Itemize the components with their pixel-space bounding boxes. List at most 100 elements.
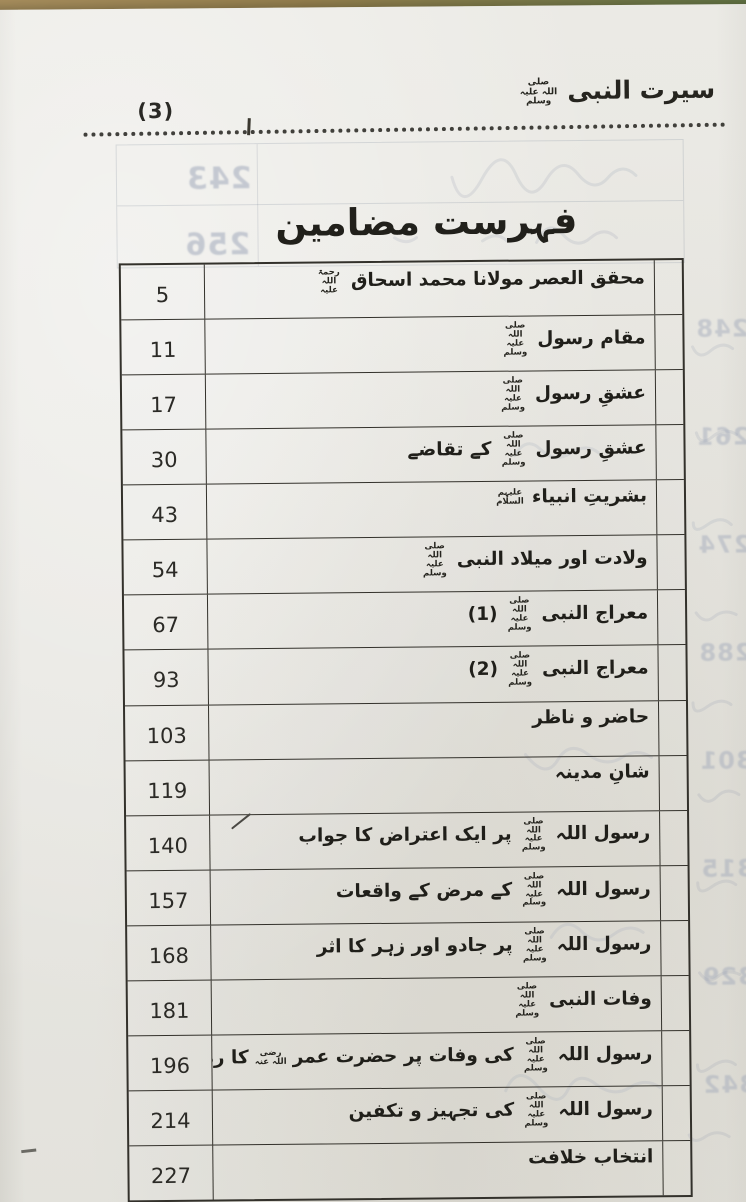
toc-edge-cell [663, 1086, 691, 1140]
title-text: کے مرض کے واقعات [335, 879, 513, 902]
toc-edge-cell [662, 976, 690, 1030]
honorific-ligature: صلی اللہ علیہ وسلم [508, 650, 533, 688]
toc-page-number: 43 [122, 484, 208, 540]
toc-edge-cell [658, 590, 686, 644]
honorific-ligature: صلی اللہ علیہ وسلم [522, 926, 547, 964]
toc-entry-title: وفات النبی صلی اللہ علیہ وسلم [211, 976, 663, 1035]
honorific-ligature: رحمۃ اللہ علیہ [317, 267, 340, 296]
toc-edge-cell [659, 756, 687, 810]
toc-edge-cell [655, 315, 683, 369]
toc-edge-cell [661, 866, 689, 920]
bleedthrough-margin-number: 315 [700, 854, 746, 883]
toc-entry-title: رسول اللہ صلی اللہ علیہ وسلم کی وفات پر حض… [212, 1031, 663, 1090]
honorific-ligature: صلی اللہ علیہ وسلم [515, 981, 540, 1019]
title-text: ولادت اور میلاد النبی [456, 547, 648, 571]
toc-page-number: 54 [123, 539, 208, 595]
toc-edge-cell [662, 1031, 690, 1085]
title-text: پر جادو اور زہر کا اثر [316, 934, 513, 958]
toc-row: 67 معراج النبی صلی اللہ علیہ وسلم (1) [123, 590, 686, 651]
bleedthrough-margin-numbers [0, 0, 740, 4]
honorific-ligature: صلی اللہ علیہ وسلم [523, 1036, 548, 1074]
toc-page-number: 214 [128, 1090, 214, 1146]
bleedthrough-margin-number: 329 [701, 962, 746, 991]
toc-edge-cell [656, 370, 684, 424]
title-text: (2) [468, 659, 499, 681]
honorific-ligature: صلی اللہ علیہ وسلم [501, 430, 526, 468]
toc-edge-cell [656, 425, 684, 479]
toc-row: 11 مقام رسول صلی اللہ علیہ وسلم [121, 315, 683, 376]
honorific-ligature: صلی اللہ علیہ وسلم [519, 77, 558, 107]
title-text: عشقِ رسول [534, 382, 647, 405]
toc-entry-title: رسول اللہ صلی اللہ علیہ وسلم کے مرض کے واق… [210, 865, 662, 925]
toc-row: 140 رسول اللہ صلی اللہ علیہ وسلم پر ایک اعت… [126, 810, 688, 872]
toc-entry-title: رسول اللہ صلی اللہ علیہ وسلم کی تجہیز و تک… [212, 1086, 664, 1145]
toc-edge-cell [657, 480, 685, 534]
honorific-ligature: علیہم السلام [496, 487, 524, 508]
toc-row: 196 رسول اللہ صلی اللہ علیہ وسلم کی وفات پر… [128, 1030, 690, 1092]
toc-page-number: 196 [128, 1035, 213, 1091]
toc-entry-title: عشقِ رسول صلی اللہ علیہ وسلم کے تقاضے [206, 425, 657, 484]
toc-page-number: 5 [120, 264, 206, 320]
toc-page-number: 17 [121, 374, 207, 430]
title-text: رسول اللہ [556, 932, 652, 955]
title-text: کی تجہیز و تکفین [348, 1099, 515, 1123]
title-text: معراج النبی [541, 602, 649, 625]
toc-page-number: 30 [122, 429, 207, 485]
toc-page-number: 227 [129, 1145, 214, 1201]
toc-page-number: 11 [121, 319, 206, 375]
honorific-ligature: صلی اللہ علیہ وسلم [524, 1091, 549, 1129]
toc-page-number: 157 [126, 870, 212, 926]
toc-entry-title: شانِ مدینہ [209, 755, 661, 815]
title-text: کے تقاضے [407, 438, 492, 461]
honorific-ligature: صلی اللہ علیہ وسلم [503, 320, 528, 358]
toc-row: 54 ولادت اور میلاد النبی صلی اللہ علیہ وسل… [123, 535, 685, 596]
toc-page-number: 93 [124, 650, 209, 705]
toc-entry-title: انتخاب خلافت [213, 1141, 664, 1200]
title-text: رسول اللہ [557, 1043, 653, 1065]
toc-row: 181 وفات النبی صلی اللہ علیہ وسلم [127, 975, 690, 1037]
title-text: شانِ مدینہ [554, 760, 650, 783]
title-text: رسول اللہ [555, 822, 651, 845]
bleedthrough-numbers [0, 0, 740, 4]
bleedthrough-margin-number: 261 [696, 422, 746, 451]
honorific-ligature: صلی اللہ علیہ وسلم [422, 541, 447, 579]
toc-edge-cell [663, 1141, 691, 1195]
toc-entry-title: رسول اللہ صلی اللہ علیہ وسلم پر ایک اعتراض… [210, 810, 661, 870]
toc-edge-cell [659, 701, 687, 755]
honorific-ligature: رضی اللہ عنہ [254, 1047, 287, 1067]
bleedthrough-margin-number: 288 [698, 638, 746, 667]
honorific-ligature: صلی اللہ علیہ وسلم [507, 595, 532, 633]
toc-page-number: 168 [127, 925, 212, 981]
bleedthrough-margin-number: 342 [702, 1070, 746, 1099]
title-text: کی وفات پر حضرت عمر [292, 1044, 514, 1068]
toc-row: 119 شانِ مدینہ [125, 755, 688, 817]
dotted-separator [83, 122, 726, 137]
toc-entry-title: رسول اللہ صلی اللہ علیہ وسلم پر جادو اور ز… [211, 920, 662, 980]
honorific-ligature: صلی اللہ علیہ وسلم [522, 871, 547, 909]
title-text: عشقِ رسول [535, 437, 647, 460]
title-text: کا ردِ عمل [212, 1046, 249, 1069]
section-title: فہرست مضامین [275, 199, 578, 245]
toc-table: 5 محقق العصر مولانا محمد اسحاق رحمۃ اللہ ع… [118, 258, 693, 1202]
book-title-text: سیرت النبی [567, 74, 716, 106]
title-text: معراج النبی [541, 657, 649, 680]
edge-pen-dash [21, 1148, 37, 1154]
bleedthrough-margin-number: 248 [695, 314, 746, 343]
toc-row: 93 معراج النبی صلی اللہ علیہ وسلم (2) [124, 645, 686, 706]
title-text: (1) [467, 604, 498, 626]
title-text: محقق العصر مولانا محمد اسحاق [350, 267, 646, 292]
title-text: رسول اللہ [556, 877, 651, 900]
honorific-ligature: صلی اللہ علیہ وسلم [521, 815, 546, 853]
toc-page-number: 103 [124, 705, 210, 760]
book-title: سیرت النبی صلی اللہ علیہ وسلم [518, 75, 715, 107]
toc-row: 168 رسول اللہ صلی اللہ علیہ وسلم پر جادو او… [127, 920, 689, 982]
title-text: بشریتِ انبیاء [531, 485, 648, 508]
title-text: مقام رسول [537, 327, 646, 350]
toc-row: 157 رسول اللہ صلی اللہ علیہ وسلم کے مرض کے … [126, 865, 689, 927]
toc-row: 214 رسول اللہ صلی اللہ علیہ وسلم کی تجہیز و… [128, 1085, 691, 1147]
page-number: (3) [137, 98, 175, 124]
title-text: وفات النبی [549, 987, 652, 1010]
toc-page-number: 181 [127, 980, 213, 1036]
